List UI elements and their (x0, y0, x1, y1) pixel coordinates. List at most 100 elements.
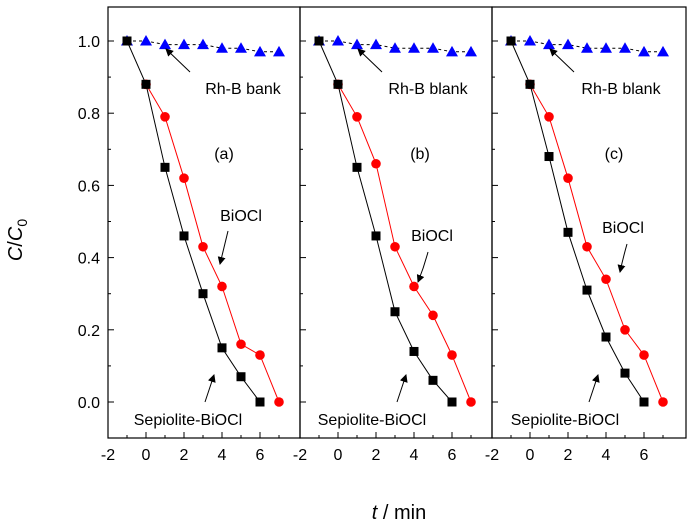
data-point-triangle (389, 42, 401, 53)
y-tick-label: 0.0 (78, 395, 100, 412)
annotation-sepiolite: Sepiolite-BiOCl (511, 412, 619, 429)
y-tick-label: 0.8 (78, 106, 100, 123)
annotation-arrow (549, 48, 575, 73)
data-point-triangle (657, 45, 669, 57)
x-tick-label: 0 (142, 447, 151, 464)
x-axis-label: t / min (372, 502, 426, 524)
annotation-arrow (204, 374, 216, 403)
annotation-rhb: Rh-B blank (388, 81, 468, 98)
series-line-triangle (319, 40, 471, 53)
data-point-circle (447, 350, 457, 360)
y-axis-label-sep: / (5, 241, 27, 247)
data-point-triangle (638, 45, 650, 57)
x-axis-label-var: t (372, 502, 379, 524)
x-tick-label: -2 (485, 447, 499, 464)
data-point-circle (371, 158, 381, 169)
data-point-triangle (216, 42, 228, 53)
x-tick-label: 6 (448, 447, 457, 464)
annotation-sepiolite: Sepiolite-BiOCl (318, 412, 426, 429)
x-axis-label-unit: / min (377, 502, 426, 524)
series-line-square (126, 40, 261, 403)
y-tick-label: 1.0 (78, 34, 100, 51)
data-point-square (255, 397, 265, 407)
x-tick-label: 4 (602, 447, 611, 464)
data-point-circle (255, 350, 265, 360)
data-point-square (544, 152, 554, 162)
annotation-biocl: BiOCl (220, 208, 262, 225)
data-point-triangle (619, 42, 631, 53)
annotation-arrow (396, 374, 408, 403)
data-point-square (198, 289, 208, 299)
data-point-circle (352, 112, 362, 122)
series-line-triangle (127, 40, 279, 53)
panel-2: -2 0 2 4 6 Rh-B blank BiOCl Sepiolite-BiOCl (b) (293, 6, 493, 464)
annotation-biocl: BiOCl (411, 228, 453, 245)
annotation-arrow (217, 230, 229, 265)
x-tick-label: 4 (218, 447, 227, 464)
x-tick-label: -2 (101, 447, 115, 464)
data-point-circle (466, 397, 476, 407)
data-point-circle (409, 281, 419, 292)
data-point-circle (160, 112, 170, 122)
data-point-square (409, 346, 419, 356)
data-point-triangle (581, 42, 593, 53)
y-tick-label: 0.6 (78, 178, 100, 195)
data-point-square (563, 227, 573, 237)
x-tick-label: 2 (564, 447, 573, 464)
data-point-triangle (178, 38, 190, 50)
panel-label: (c) (605, 146, 624, 163)
data-point-square (141, 79, 151, 89)
annotation-arrow (416, 251, 429, 283)
data-point-square (639, 397, 649, 407)
annotation-rhb: Rh-B bank (205, 81, 282, 98)
data-point-triangle (197, 38, 209, 50)
series-line-circle (529, 84, 664, 403)
y-tick-label: 0.2 (78, 323, 100, 340)
data-point-circle (390, 241, 400, 252)
annotation-arrow (165, 48, 191, 73)
panels-group: -2 0 2 4 6 0.0 0.2 0.4 0.6 0.8 1.0 Rh-B bank BiOCl Se… (78, 6, 687, 464)
svg-text:C/C0: C/C0 (5, 219, 30, 261)
data-point-circle (236, 339, 246, 350)
annotation-arrow (588, 374, 600, 403)
data-point-square (352, 162, 362, 172)
data-point-circle (274, 397, 284, 407)
x-tick-label: 2 (372, 447, 381, 464)
x-tick-label: -2 (293, 447, 307, 464)
data-point-circle (582, 241, 592, 252)
data-point-circle (428, 310, 438, 321)
annotation-arrow (357, 48, 383, 73)
data-point-triangle (446, 45, 458, 57)
data-point-square (447, 397, 457, 407)
y-axis-label: C/C0 (5, 219, 30, 261)
data-point-circle (179, 173, 189, 183)
svg-text:t / min: t / min (372, 502, 426, 524)
panel-1: -2 0 2 4 6 0.0 0.2 0.4 0.6 0.8 1.0 Rh-B bank BiOCl Se… (78, 6, 301, 464)
data-point-triangle (524, 35, 536, 46)
data-point-triangle (427, 42, 439, 53)
data-point-square (371, 231, 381, 241)
x-tick-label: 6 (640, 447, 649, 464)
data-point-triangle (254, 45, 266, 57)
panel-3: -2 0 2 4 6 Rh-B blank BiOCl Sepiolite-BiOCl (c) (485, 6, 687, 464)
data-point-triangle (408, 42, 420, 53)
panel-label: (b) (410, 146, 430, 163)
annotation-rhb: Rh-B blank (581, 81, 661, 98)
panel-frame (491, 6, 687, 439)
data-point-triangle (562, 38, 574, 50)
data-point-triangle (351, 38, 363, 50)
data-point-triangle (273, 45, 285, 57)
data-point-triangle (332, 35, 344, 46)
data-point-circle (639, 350, 649, 360)
data-point-square (601, 332, 611, 342)
data-point-square (314, 36, 324, 46)
data-point-triangle (543, 38, 555, 50)
data-point-triangle (370, 38, 382, 50)
data-point-square (525, 79, 535, 89)
data-point-square (122, 36, 132, 46)
data-point-triangle (235, 42, 247, 53)
x-tick-label: 0 (334, 447, 343, 464)
data-point-square (333, 79, 343, 89)
data-point-square (428, 375, 438, 385)
x-tick-label: 2 (180, 447, 189, 464)
